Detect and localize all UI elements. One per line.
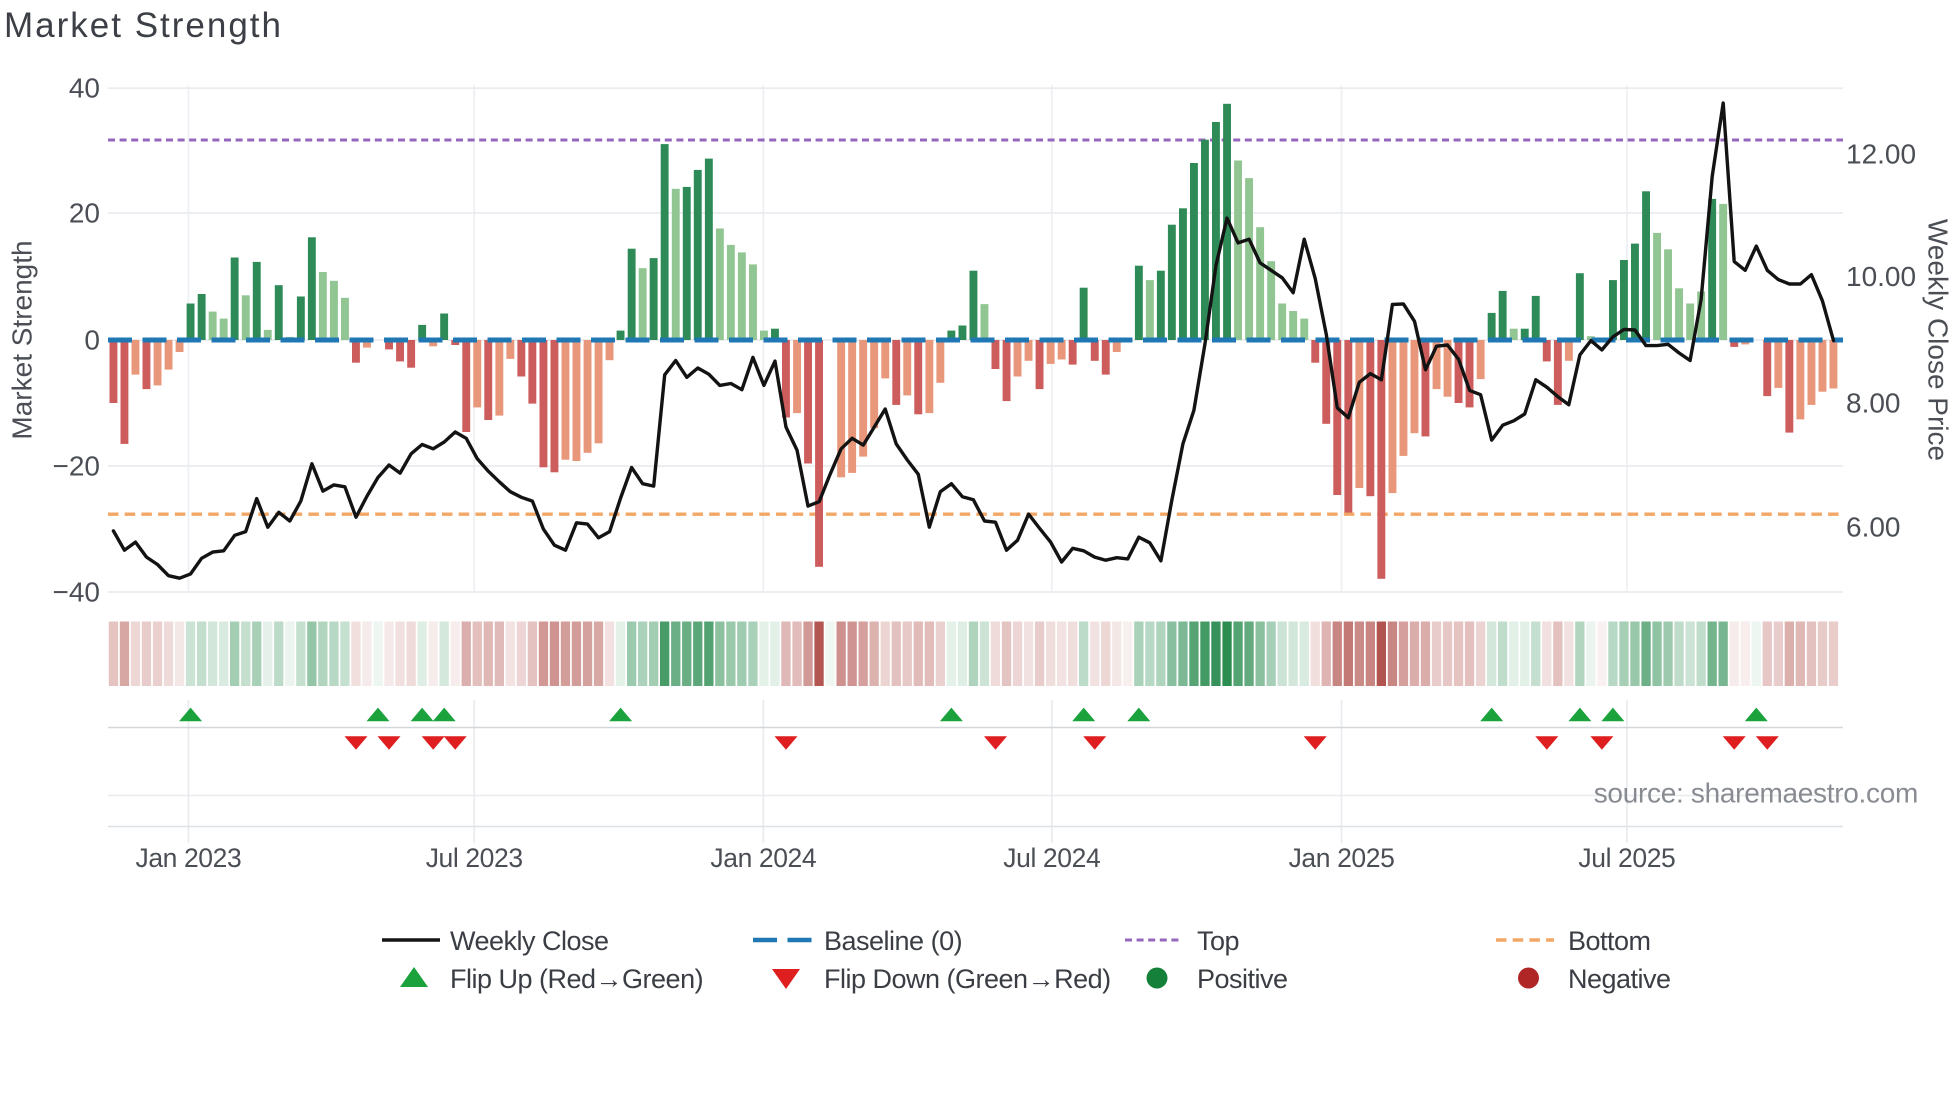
svg-text:source: sharemaestro.com: source: sharemaestro.com [1594, 778, 1918, 809]
svg-text:Bottom: Bottom [1568, 926, 1651, 956]
svg-text:Positive: Positive [1197, 964, 1288, 994]
svg-text:20: 20 [69, 198, 100, 229]
svg-text:0: 0 [84, 325, 100, 356]
svg-text:Market Strength: Market Strength [4, 6, 283, 45]
svg-text:Jan 2025: Jan 2025 [1289, 843, 1395, 873]
svg-text:Jul 2023: Jul 2023 [426, 843, 523, 873]
svg-text:Flip Down (Green→Red): Flip Down (Green→Red) [824, 964, 1111, 994]
svg-text:Weekly Close: Weekly Close [450, 926, 609, 956]
svg-text:8.00: 8.00 [1846, 387, 1901, 418]
svg-text:Weekly Close Price: Weekly Close Price [1923, 219, 1954, 461]
svg-text:Top: Top [1197, 926, 1239, 956]
svg-text:Negative: Negative [1568, 964, 1671, 994]
svg-text:Market Strength: Market Strength [7, 240, 38, 439]
svg-text:Baseline (0): Baseline (0) [824, 926, 962, 956]
svg-text:−20: −20 [53, 451, 101, 482]
svg-text:Jul 2025: Jul 2025 [1578, 843, 1675, 873]
svg-text:Flip Up (Red→Green): Flip Up (Red→Green) [450, 964, 703, 994]
svg-text:Jan 2024: Jan 2024 [710, 843, 816, 873]
svg-text:−40: −40 [53, 577, 101, 608]
svg-text:12.00: 12.00 [1846, 139, 1916, 170]
svg-text:Jul 2024: Jul 2024 [1003, 843, 1100, 873]
svg-text:6.00: 6.00 [1846, 512, 1901, 543]
svg-text:10.00: 10.00 [1846, 261, 1916, 292]
svg-text:40: 40 [69, 73, 100, 104]
svg-text:Jan 2023: Jan 2023 [135, 843, 241, 873]
